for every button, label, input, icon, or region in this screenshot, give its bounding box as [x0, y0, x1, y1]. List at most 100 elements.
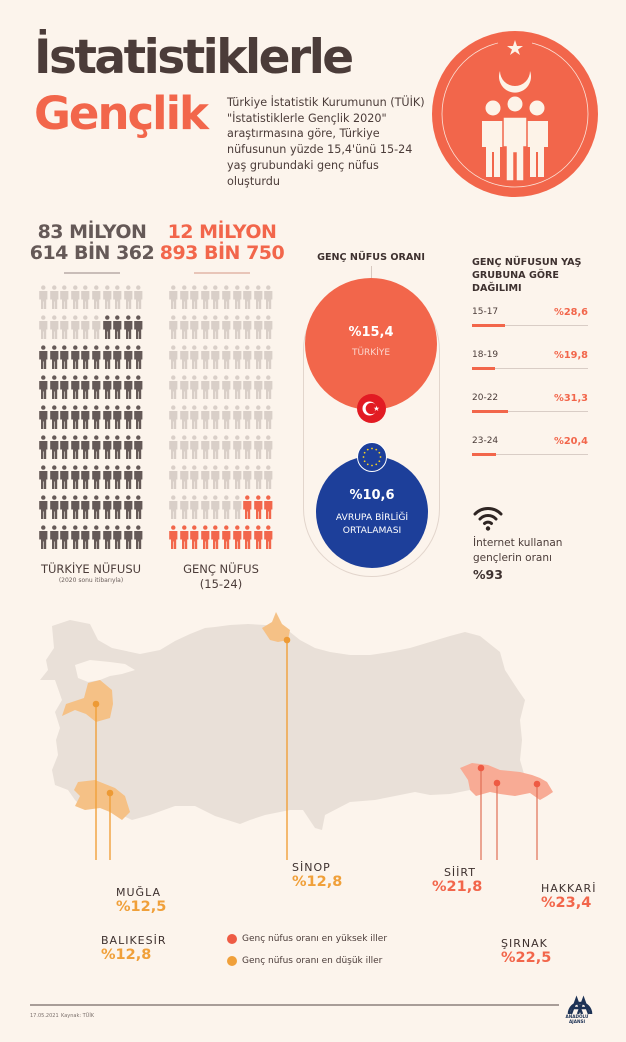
- person-icon: [179, 285, 190, 310]
- person-icon: [102, 465, 113, 490]
- person-icon: [242, 525, 253, 550]
- city-value: %22,5: [501, 950, 552, 966]
- person-icon: [253, 465, 264, 490]
- bar-fill: [472, 453, 496, 456]
- person-icon: [38, 435, 49, 460]
- person-icon: [91, 465, 102, 490]
- person-icon: [49, 465, 60, 490]
- person-icon: [210, 285, 221, 310]
- person-icon: [59, 495, 70, 520]
- bar-fill: [472, 410, 509, 413]
- person-icon: [70, 375, 81, 400]
- person-icon: [179, 405, 190, 430]
- person-icon: [242, 465, 253, 490]
- person-icon: [70, 315, 81, 340]
- person-icon: [49, 285, 60, 310]
- person-icon: [221, 375, 232, 400]
- high-dot-icon: [227, 933, 237, 944]
- bar-track: [472, 411, 588, 412]
- person-icon: [38, 465, 49, 490]
- wifi-icon: [473, 505, 503, 531]
- person-icon: [210, 465, 221, 490]
- person-icon: [49, 375, 60, 400]
- person-icon: [168, 285, 179, 310]
- person-icon: [102, 525, 113, 550]
- age-group-label: 20-22: [472, 393, 499, 403]
- youth-population-pictogram: [168, 285, 278, 550]
- city-value: %23,4: [541, 895, 592, 911]
- person-icon: [59, 465, 70, 490]
- person-icon: [200, 465, 211, 490]
- person-icon: [263, 345, 274, 370]
- city-name: SİİRT: [443, 866, 476, 879]
- turkey-ratio-value: %15,4: [348, 325, 394, 340]
- person-icon: [91, 525, 102, 550]
- person-icon: [112, 405, 123, 430]
- person-icon: [221, 405, 232, 430]
- person-icon: [38, 315, 49, 340]
- person-icon: [102, 495, 113, 520]
- person-icon: [112, 315, 123, 340]
- city-value: %12,8: [292, 874, 343, 890]
- person-icon: [133, 315, 144, 340]
- city-name: SİNOP: [292, 861, 331, 874]
- person-icon: [189, 525, 200, 550]
- person-icon: [263, 525, 274, 550]
- age-group-value: %19,8: [554, 350, 588, 361]
- bar-fill: [472, 324, 506, 327]
- person-icon: [112, 495, 123, 520]
- person-icon: [242, 435, 253, 460]
- eu-label-line2: ORTALAMASI: [342, 524, 402, 536]
- person-icon: [242, 495, 253, 520]
- youth-population-line1: 12 MİLYON: [167, 221, 277, 243]
- city-sirnak: ŞIRNAK %22,5: [501, 937, 551, 966]
- city-balikesir: BALIKESİR %12,8: [101, 934, 166, 963]
- person-icon: [210, 315, 221, 340]
- age-group-row: 20-22 %31,3: [472, 393, 588, 421]
- person-icon: [221, 495, 232, 520]
- legend-high-label: Genç nüfus oranı en yüksek iller: [242, 933, 388, 944]
- person-icon: [49, 525, 60, 550]
- person-icon: [80, 495, 91, 520]
- logo-text: ANADOLU AJANSI: [565, 1014, 589, 1024]
- divider: [194, 272, 250, 274]
- eu-ratio-label: AVRUPA BİRLİĞİ ORTALAMASI: [316, 512, 428, 537]
- city-name: BALIKESİR: [101, 934, 167, 947]
- person-icon: [232, 345, 243, 370]
- person-icon: [200, 495, 211, 520]
- person-icon: [123, 465, 134, 490]
- person-icon: [189, 375, 200, 400]
- person-icon: [253, 405, 264, 430]
- person-icon: [112, 435, 123, 460]
- person-icon: [91, 495, 102, 520]
- person-icon: [91, 435, 102, 460]
- age-group-label: 18-19: [472, 350, 499, 360]
- person-icon: [112, 345, 123, 370]
- map-legend: Genç nüfus oranı en yüksek iller Genç nü…: [227, 932, 387, 976]
- person-icon: [59, 435, 70, 460]
- person-icon: [200, 405, 211, 430]
- person-icon: [38, 375, 49, 400]
- person-icon: [242, 405, 253, 430]
- person-icon: [70, 345, 81, 370]
- age-group-row: 15-17 %28,6: [472, 307, 588, 335]
- person-icon: [133, 465, 144, 490]
- city-name: HAKKARİ: [541, 882, 597, 895]
- footer-divider: [462, 1004, 559, 1006]
- person-icon: [253, 345, 264, 370]
- person-icon: [210, 525, 221, 550]
- person-icon: [59, 345, 70, 370]
- person-icon: [232, 435, 243, 460]
- turkey-map: [0, 600, 626, 965]
- total-population: 83 MİLYON 614 BİN 362: [27, 222, 157, 264]
- bar-track: [472, 325, 588, 326]
- person-icon: [200, 375, 211, 400]
- person-icon: [70, 465, 81, 490]
- eu-flag-icon: [357, 442, 387, 472]
- person-icon: [102, 405, 113, 430]
- person-icon: [189, 345, 200, 370]
- person-icon: [168, 405, 179, 430]
- turkey-flag-icon: [357, 394, 386, 423]
- hero-people-icon: [432, 31, 598, 197]
- person-icon: [221, 315, 232, 340]
